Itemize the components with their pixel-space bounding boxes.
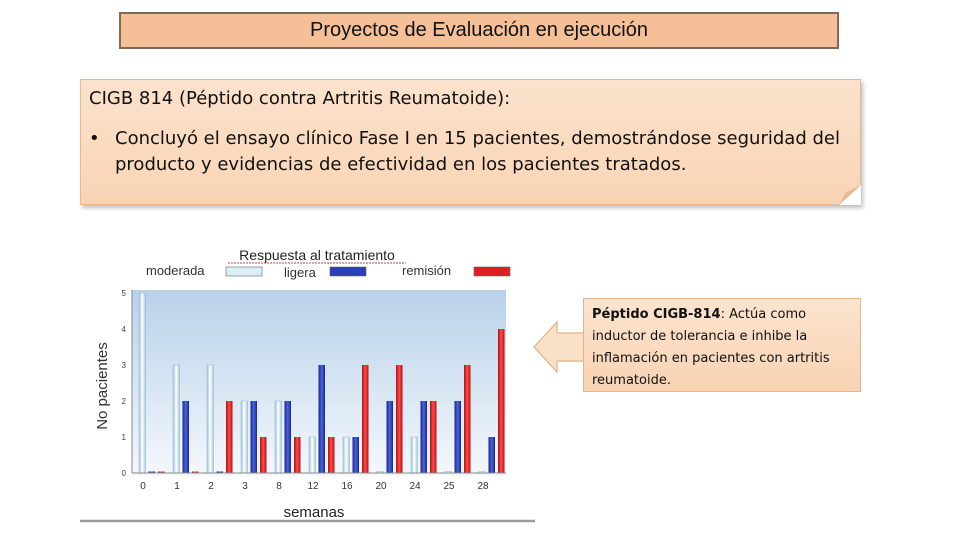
bar-remision-12 bbox=[328, 437, 335, 473]
bar-moderada-8 bbox=[274, 400, 282, 474]
bar-ligera-2 bbox=[216, 471, 223, 473]
x-tick-label: 0 bbox=[140, 481, 146, 492]
y-tick-label: 3 bbox=[122, 361, 127, 370]
x-tick-label: 3 bbox=[242, 481, 248, 492]
bar-ligera-24 bbox=[420, 401, 427, 473]
bar-ligera-16 bbox=[352, 437, 359, 473]
bar-ligera-20 bbox=[386, 401, 393, 473]
chart-title: Respuesta al tratamiento bbox=[239, 247, 395, 263]
bar-remision-20 bbox=[396, 365, 403, 473]
y-tick-label: 0 bbox=[122, 469, 127, 478]
x-tick-label: 20 bbox=[375, 481, 387, 492]
bullet-icon: • bbox=[89, 128, 100, 149]
bar-ligera-8 bbox=[284, 401, 291, 473]
y-axis: 0 1 2 3 4 5 bbox=[122, 289, 133, 478]
bar-moderada-24 bbox=[410, 436, 418, 474]
bar-remision-0 bbox=[158, 471, 165, 473]
slide-title: Proyectos de Evaluación en ejecución bbox=[119, 12, 839, 49]
y-tick-label: 4 bbox=[122, 325, 127, 334]
bar-moderada-0 bbox=[138, 292, 146, 474]
x-tick-label: 2 bbox=[208, 481, 214, 492]
x-axis-label: semanas bbox=[284, 504, 345, 521]
y-tick-label: 2 bbox=[122, 397, 127, 406]
page-curl-icon bbox=[839, 185, 861, 205]
x-tick-label: 28 bbox=[477, 481, 489, 492]
legend-swatch-ligera bbox=[329, 266, 367, 277]
bar-remision-24 bbox=[430, 401, 437, 473]
bar-ligera-0 bbox=[148, 471, 155, 473]
x-tick-label: 24 bbox=[409, 481, 421, 492]
x-axis: 0 1 2 3 8 12 16 20 24 25 28 bbox=[132, 472, 506, 492]
bar-ligera-3 bbox=[250, 401, 257, 473]
bar-moderada-3 bbox=[240, 400, 248, 474]
chart-legend: moderada ligera remisión bbox=[146, 263, 511, 280]
y-axis-label: No pacientes bbox=[94, 342, 111, 430]
x-tick-label: 1 bbox=[174, 481, 180, 492]
callout-box: Péptido CIGB-814: Actúa como inductor de… bbox=[583, 298, 861, 392]
legend-label-moderada: moderada bbox=[146, 263, 205, 278]
callout-text: : Actúa como inductor de tolerancia e in… bbox=[592, 307, 830, 388]
bar-remision-3 bbox=[260, 437, 267, 473]
legend-swatch-remision bbox=[473, 266, 511, 277]
bar-ligera-1 bbox=[182, 401, 189, 473]
bar-chart: Respuesta al tratamiento moderada ligera r… bbox=[80, 247, 535, 523]
chart-bars bbox=[138, 292, 505, 474]
arrow-left-icon bbox=[533, 321, 585, 373]
x-tick-label: 16 bbox=[341, 481, 353, 492]
bar-remision-28 bbox=[498, 329, 505, 473]
info-heading: CIGB 814 (Péptido contra Artritis Reumat… bbox=[89, 88, 511, 109]
y-tick-label: 1 bbox=[122, 433, 127, 442]
x-tick-label: 8 bbox=[276, 481, 282, 492]
x-tick-label: 12 bbox=[307, 481, 319, 492]
bar-remision-8 bbox=[294, 437, 301, 473]
bar-remision-25 bbox=[464, 365, 471, 473]
callout-bold: Péptido CIGB-814 bbox=[592, 307, 721, 322]
bar-moderada-2 bbox=[206, 364, 214, 474]
bar-moderada-16 bbox=[342, 436, 350, 474]
bar-moderada-12 bbox=[308, 436, 316, 474]
bar-remision-16 bbox=[362, 365, 369, 473]
bar-ligera-28 bbox=[488, 437, 495, 473]
legend-label-ligera: ligera bbox=[284, 265, 317, 280]
legend-label-remision: remisión bbox=[402, 263, 451, 278]
bullet-text: Concluyó el ensayo clínico Fase I en 15 … bbox=[115, 128, 840, 175]
bar-moderada-1 bbox=[172, 364, 180, 474]
bar-remision-1 bbox=[192, 471, 199, 473]
info-box: CIGB 814 (Péptido contra Artritis Reumat… bbox=[80, 79, 861, 205]
legend-swatch-moderada bbox=[225, 266, 263, 277]
bar-ligera-25 bbox=[454, 401, 461, 473]
x-tick-label: 25 bbox=[443, 481, 455, 492]
bar-remision-2 bbox=[226, 401, 233, 473]
bar-ligera-12 bbox=[318, 365, 325, 473]
info-bullet: • Concluyó el ensayo clínico Fase I en 1… bbox=[87, 126, 857, 178]
y-tick-label: 5 bbox=[122, 289, 127, 298]
